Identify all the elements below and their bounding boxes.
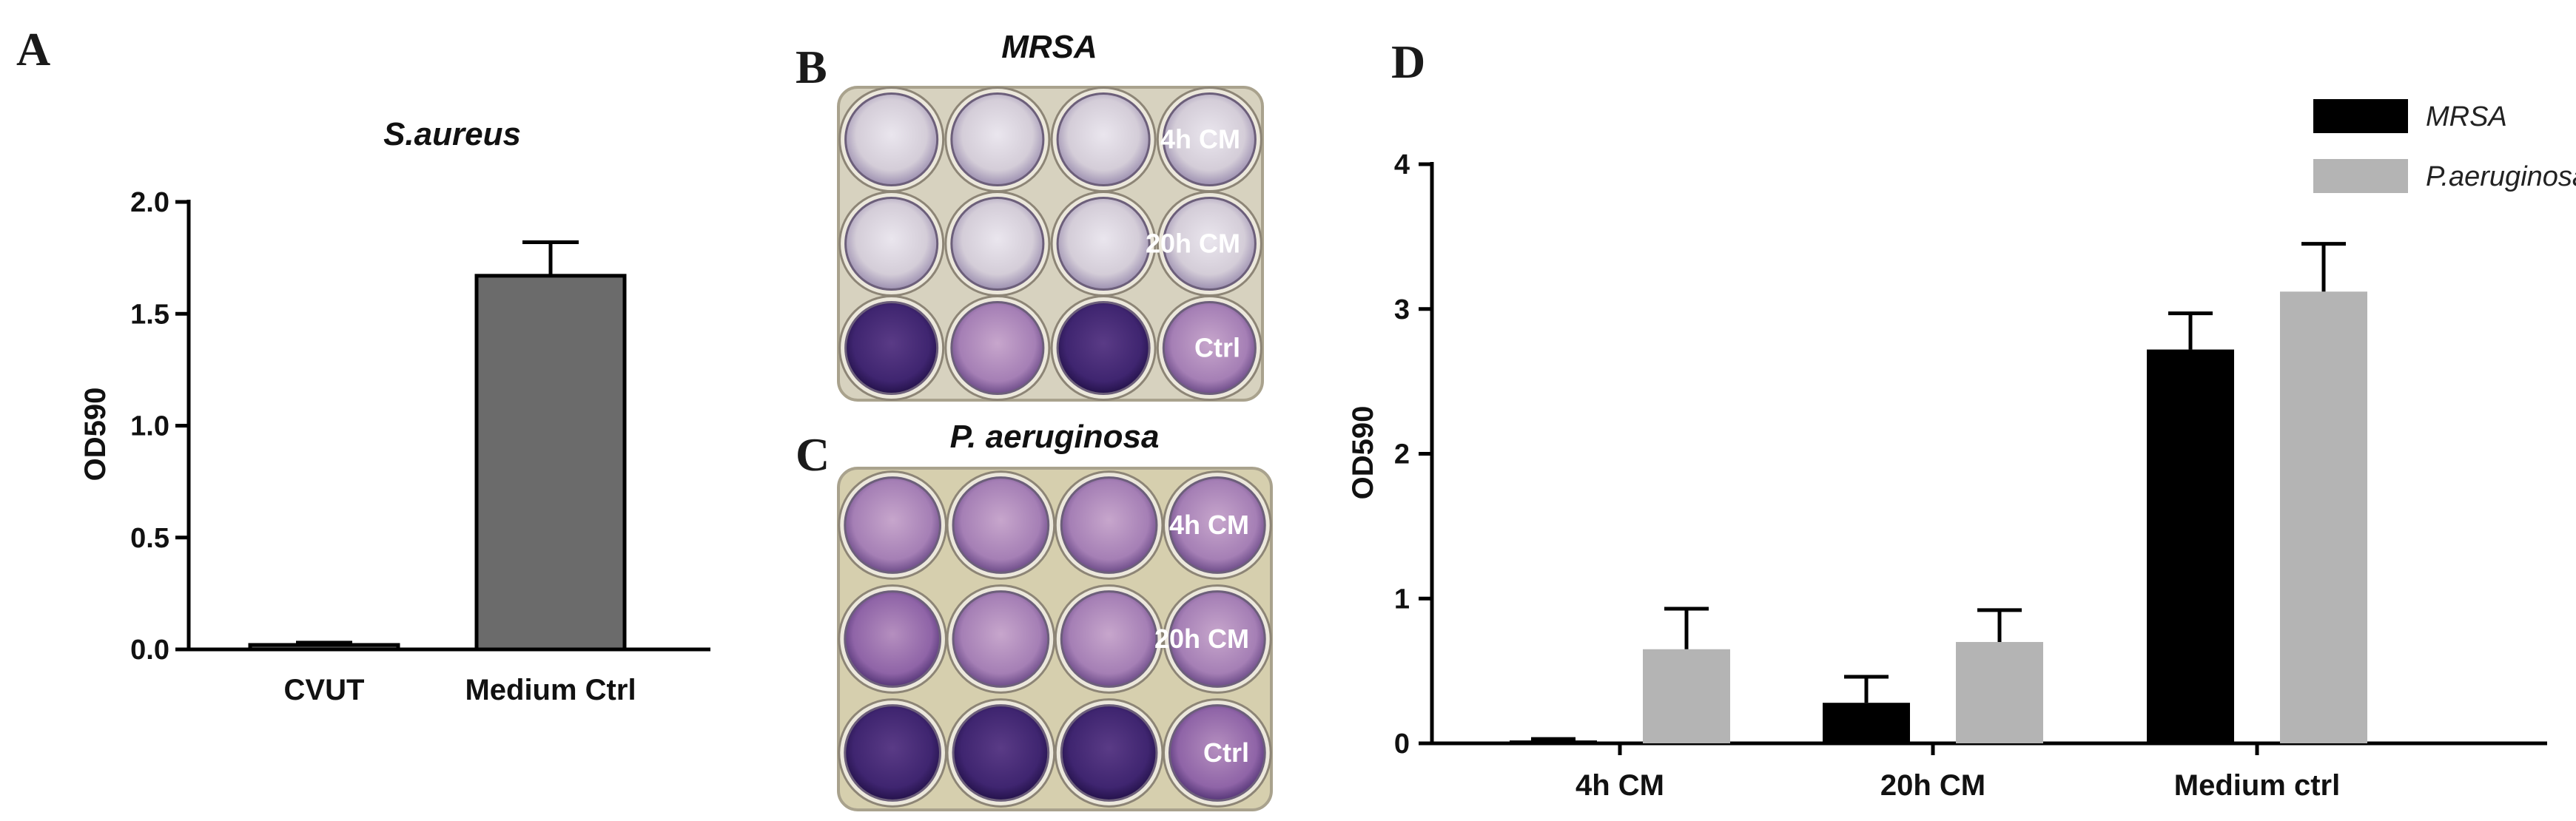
plate-well xyxy=(952,590,1050,688)
plate-well xyxy=(1162,92,1257,187)
panel-d-x-tick-label: Medium ctrl xyxy=(2174,769,2340,802)
panel-a-y-tick-label: 0.5 xyxy=(130,523,169,554)
plate-well xyxy=(950,92,1045,187)
plate-well xyxy=(844,704,941,802)
plate-well xyxy=(950,300,1045,396)
plate-well xyxy=(952,476,1050,574)
panel-b-title: MRSA xyxy=(1001,29,1097,65)
panel-a-y-tick-label: 1.0 xyxy=(130,411,169,442)
panel-d-y-tick-label: 3 xyxy=(1394,294,1410,325)
panel-a-y-tick-label: 2.0 xyxy=(130,187,169,218)
plate-frame xyxy=(837,86,1264,402)
panel-a-y-axis-title: OD590 xyxy=(79,388,112,482)
panel-a-bar xyxy=(474,274,627,652)
panel-d: D OD590 0 1 2 3 4 4h CM 20h CM Medium ctrl MRSA… xyxy=(1347,36,2576,802)
plate-well xyxy=(1060,476,1158,574)
plate-row-label: 4h CM xyxy=(1160,124,1240,155)
panel-d-y-tick-label: 1 xyxy=(1394,584,1410,615)
panel-a-y-tick-label: 1.5 xyxy=(130,299,169,330)
panel-c-title: P. aeruginosa xyxy=(950,419,1160,455)
panel-b-plate-photo: 4h CM 20h CM Ctrl xyxy=(837,86,1264,402)
plate-well xyxy=(1162,196,1257,291)
panel-a-x-tick-label: Medium Ctrl xyxy=(465,674,636,706)
panel-d-bar-mrsa xyxy=(2147,349,2234,743)
plate-well xyxy=(1162,300,1257,396)
panel-c: C P. aeruginosa 4h CM 20h CM Ctrl xyxy=(796,419,1273,811)
panel-d-legend: MRSA P.aeruginosa xyxy=(2313,99,2576,193)
plate-well xyxy=(950,196,1045,291)
panel-a-letter: A xyxy=(16,23,50,75)
plate-well xyxy=(844,300,939,396)
panel-d-legend-swatch xyxy=(2313,159,2408,193)
plate-well xyxy=(952,704,1050,802)
panel-c-letter: C xyxy=(796,428,830,481)
plate-well xyxy=(1056,92,1151,187)
panel-d-x-tick-label: 20h CM xyxy=(1880,769,1985,802)
panel-d-bar-mrsa xyxy=(1823,703,1910,743)
panel-d-legend-swatch xyxy=(2313,99,2408,133)
panel-c-plate-photo: 4h CM 20h CM Ctrl xyxy=(837,467,1273,811)
panel-a-bar xyxy=(248,643,400,652)
plate-well xyxy=(1168,476,1266,574)
panel-a-plot: 0.0 0.5 1.0 1.5 2.0 CVUT Medium Ctrl xyxy=(130,187,710,706)
panel-d-bar-mrsa xyxy=(1510,740,1597,743)
plate-well xyxy=(1168,590,1266,688)
plate-well xyxy=(844,590,941,688)
plate-well xyxy=(1168,704,1266,802)
panel-a: A S.aureus OD590 0.0 0.5 1.0 1.5 2.0 CVUT Medi… xyxy=(16,23,710,706)
panel-b-letter: B xyxy=(796,41,827,93)
panel-d-letter: D xyxy=(1391,36,1425,88)
panel-a-y-tick-label: 0.0 xyxy=(130,635,169,666)
panel-d-bar-paeruginosa xyxy=(2280,291,2367,743)
panel-b: B MRSA 4h CM 20h CM Ctrl xyxy=(796,29,1264,402)
plate-well xyxy=(844,476,941,574)
plate-well xyxy=(1056,196,1151,291)
panel-d-plot: 0 1 2 3 4 4h CM 20h CM Medium ctrl xyxy=(1394,149,2547,802)
plate-row-label: Ctrl xyxy=(1203,737,1249,768)
plate-well xyxy=(1060,704,1158,802)
panel-d-y-tick-label: 4 xyxy=(1394,149,1410,180)
panel-a-title: S.aureus xyxy=(383,116,521,152)
plate-well xyxy=(1056,300,1151,396)
panel-d-x-tick-label: 4h CM xyxy=(1575,769,1664,802)
plate-row-label: Ctrl xyxy=(1194,333,1240,363)
plate-row-label: 20h CM xyxy=(1146,229,1240,259)
panel-d-y-axis-title: OD590 xyxy=(1347,406,1379,500)
panel-d-legend-label: P.aeruginosa xyxy=(2426,161,2576,192)
plate-well xyxy=(1060,590,1158,688)
panel-d-bar-paeruginosa xyxy=(1643,649,1730,743)
plate-row-label: 4h CM xyxy=(1169,510,1249,540)
panel-d-y-tick-label: 0 xyxy=(1394,729,1410,760)
panel-d-legend-label: MRSA xyxy=(2426,101,2507,132)
plate-well xyxy=(844,196,939,291)
plate-row-label: 20h CM xyxy=(1154,624,1249,654)
panel-d-bar-paeruginosa xyxy=(1956,641,2043,743)
plate-well xyxy=(844,92,939,187)
panel-d-y-tick-label: 2 xyxy=(1394,439,1410,470)
panel-a-x-tick-label: CVUT xyxy=(284,674,365,706)
